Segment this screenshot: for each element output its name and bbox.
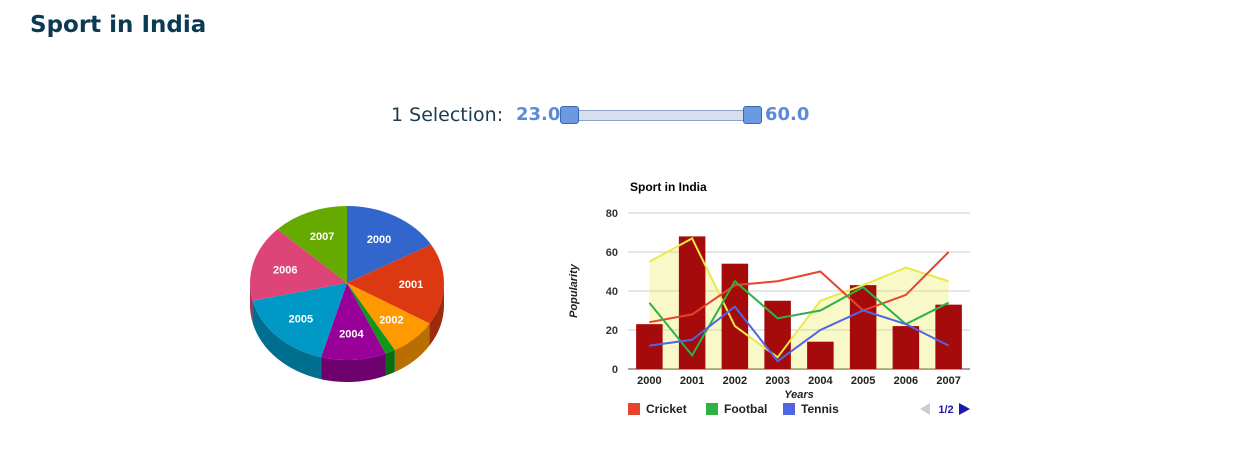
selection-label: 1 Selection:: [391, 104, 504, 126]
pie-side-2002: [394, 323, 430, 373]
pie-chart: 2000 2001 2002 2004 2005 2006 2007: [250, 206, 444, 382]
pie-label-2000: 2000: [367, 234, 391, 246]
pie-side-2003: [385, 350, 395, 376]
y-tick-label: 40: [606, 286, 618, 298]
pie-side-2004: [321, 353, 386, 382]
pie-label-2002: 2002: [379, 315, 403, 327]
legend-swatch-footbal: [706, 403, 718, 415]
line-cricket[interactable]: [649, 251, 950, 324]
bar-2006[interactable]: [892, 326, 920, 369]
legend-next-icon[interactable]: [959, 403, 970, 415]
range-slider-max-handle[interactable]: [743, 106, 762, 124]
pie-label-2004: 2004: [339, 329, 364, 341]
y-axis-title: Popularity: [568, 263, 580, 318]
x-tick-label: 2006: [894, 375, 918, 387]
pie-slice-2006[interactable]: [250, 229, 347, 301]
x-tick-label: 2000: [637, 375, 661, 387]
pie-label-2005: 2005: [289, 313, 313, 325]
page-title: Sport in India: [30, 12, 207, 38]
x-tick-label: 2002: [723, 375, 747, 387]
x-tick-label: 2007: [936, 375, 960, 387]
legend-prev-icon[interactable]: [920, 403, 930, 415]
pie-label-2006: 2006: [273, 264, 297, 276]
pie-slice-2007[interactable]: [277, 206, 347, 283]
range-slider-min-handle[interactable]: [560, 106, 579, 124]
pie-side-2005: [252, 300, 322, 380]
legend-swatch-tennis: [783, 403, 795, 415]
pie-label-2001: 2001: [399, 279, 423, 291]
y-tick-label: 80: [606, 208, 618, 220]
bar-2000[interactable]: [636, 324, 663, 369]
legend-label-footbal[interactable]: Footbal: [724, 402, 767, 416]
x-tick-label: 2003: [765, 375, 789, 387]
pie-slice-2004[interactable]: [321, 283, 386, 360]
pie-slice-2001[interactable]: [347, 244, 444, 324]
legend-label-cricket[interactable]: Cricket: [646, 402, 687, 416]
y-tick-label: 20: [606, 325, 618, 337]
pie-chart-container: 2000 2001 2002 2004 2005 2006 2007: [240, 195, 455, 395]
combo-chart-container: Sport in India 0 20 40 60 80 2000 2001 2002 2003 2…: [560, 175, 990, 425]
chart-title: Sport in India: [630, 180, 707, 194]
legend-page-indicator: 1/2: [938, 404, 953, 416]
selection-min-value: 23.0: [516, 104, 561, 125]
range-slider-track[interactable]: [568, 110, 754, 121]
pie-slice-2000[interactable]: [347, 206, 432, 283]
selection-max-value: 60.0: [765, 104, 810, 125]
area-line: [648, 236, 949, 359]
x-tick-label: 2004: [808, 375, 833, 387]
legend-swatch-cricket: [628, 403, 640, 415]
legend-label-tennis[interactable]: Tennis: [801, 402, 839, 416]
x-axis-title: Years: [784, 389, 814, 401]
selection-control: 1 Selection: 23.0 60.0: [0, 100, 1234, 130]
bar-2005[interactable]: [849, 285, 877, 369]
pie-label-2007: 2007: [310, 231, 334, 243]
line-footbal[interactable]: [648, 279, 950, 358]
x-tick-label: 2005: [851, 375, 875, 387]
bar-2002[interactable]: [721, 263, 749, 369]
pie-side-2001: [429, 283, 444, 346]
bar-2007[interactable]: [935, 304, 962, 369]
y-tick-label: 60: [606, 247, 618, 259]
pie-side-2006: [250, 283, 253, 323]
bar-2004[interactable]: [807, 341, 834, 369]
y-tick-label: 0: [612, 364, 618, 376]
x-tick-label: 2001: [680, 375, 704, 387]
combo-chart: Sport in India 0 20 40 60 80 2000 2001 2002 2003 2…: [568, 180, 970, 416]
pie-slice-2005[interactable]: [252, 283, 347, 358]
line-tennis[interactable]: [649, 305, 950, 363]
pie-slice-2003[interactable]: [347, 283, 395, 354]
pie-slice-2002[interactable]: [347, 283, 430, 351]
